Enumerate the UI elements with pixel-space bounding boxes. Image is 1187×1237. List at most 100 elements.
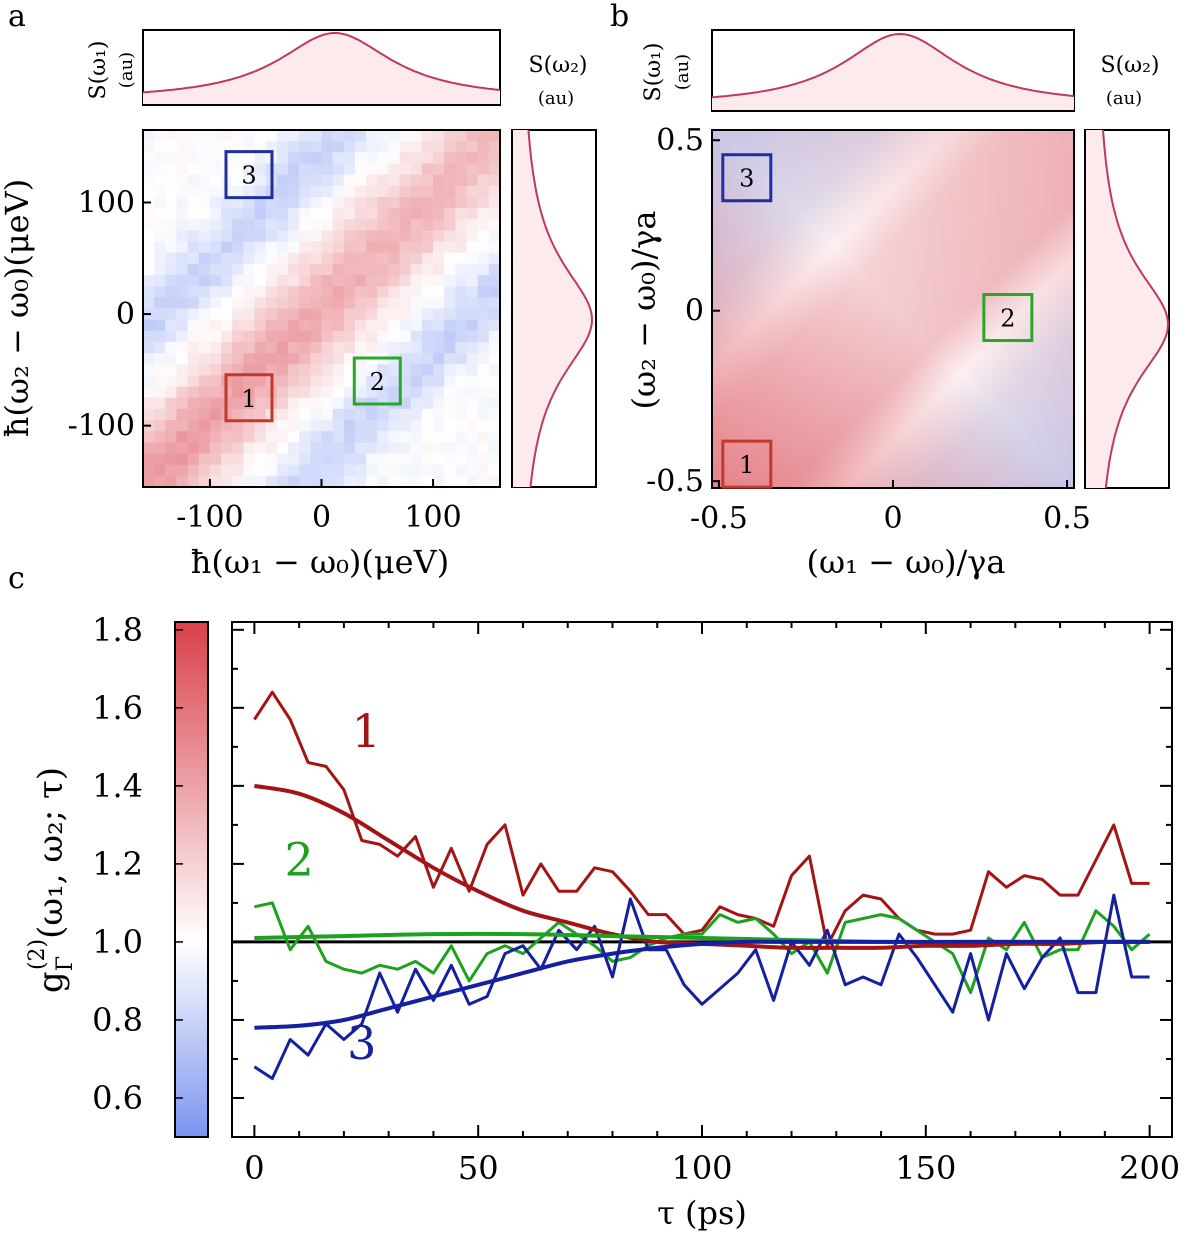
heatmap-cell — [455, 453, 468, 466]
heatmap-cell — [388, 241, 401, 254]
heatmap-cell — [466, 442, 479, 455]
heatmap-cell — [399, 330, 412, 343]
heatmap-cell — [444, 408, 456, 421]
heatmap-cell — [198, 353, 211, 365]
heatmap-cell — [254, 174, 267, 187]
heatmap-cell — [299, 241, 311, 254]
heatmap-cell — [243, 297, 256, 310]
heatmap-cell — [399, 230, 412, 243]
heatmap-cell — [343, 364, 356, 377]
heatmap-cell — [332, 185, 345, 198]
heatmap-cell — [332, 230, 345, 243]
heatmap-cell — [232, 152, 245, 165]
heatmap-cell — [243, 252, 256, 265]
heatmap-cell — [444, 297, 456, 310]
heatmap-cell — [421, 219, 434, 232]
panel-c-xtick-label: 50 — [458, 1149, 499, 1187]
heatmap-cell — [332, 442, 345, 455]
heatmap-cell — [455, 286, 468, 298]
heatmap-cell — [254, 275, 267, 287]
heatmap-cell — [232, 386, 245, 399]
heatmap-cell — [198, 196, 211, 209]
heatmap-cell — [421, 464, 434, 477]
heatmap-cell — [232, 341, 245, 354]
heatmap-cell — [332, 241, 345, 254]
heatmap-cell — [154, 208, 166, 220]
heatmap-cell — [143, 230, 155, 243]
heatmap-cell — [433, 208, 445, 220]
heatmap-cell — [243, 353, 256, 365]
heatmap-cell — [366, 386, 378, 399]
panel-c-xtick-label: 0 — [244, 1149, 264, 1187]
heatmap-cell — [310, 475, 323, 488]
heatmap-cell — [221, 341, 233, 354]
heatmap-cell — [243, 341, 256, 354]
heatmap-cell — [343, 308, 356, 321]
heatmap-cell — [433, 330, 445, 343]
heatmap-cell — [209, 185, 222, 198]
heatmap-cell — [198, 375, 211, 388]
panel-b-top-spectrum-label: S(ω₁) — [641, 43, 666, 102]
heatmap-cell — [366, 453, 378, 466]
heatmap-cell — [276, 241, 289, 254]
heatmap-cell — [321, 130, 334, 142]
heatmap-cell — [276, 130, 289, 142]
heatmap-cell — [388, 330, 401, 343]
heatmap-cell — [276, 174, 289, 187]
heatmap-cell — [399, 308, 412, 321]
heatmap-cell — [276, 263, 289, 276]
heatmap-cell — [433, 475, 445, 488]
heatmap-cell — [165, 330, 178, 343]
heatmap-cell — [176, 397, 189, 410]
heatmap-cell — [276, 152, 289, 165]
heatmap-cell — [321, 263, 334, 276]
colorbar — [174, 621, 209, 1138]
heatmap-cell — [276, 475, 289, 488]
heatmap-cell — [310, 442, 323, 455]
heatmap-cell — [388, 275, 401, 287]
heatmap-cell — [243, 330, 256, 343]
heatmap-cell — [477, 196, 490, 209]
heatmap-cell — [299, 408, 311, 421]
heatmap-cell — [288, 185, 300, 198]
heatmap-cell — [477, 174, 490, 187]
heatmap-cell — [232, 408, 245, 421]
panel-b-region-box — [721, 439, 773, 489]
heatmap-cell — [455, 275, 468, 287]
heatmap-cell — [321, 241, 334, 254]
heatmap-cell — [399, 341, 412, 354]
heatmap-cell — [410, 475, 423, 488]
heatmap-cell — [477, 397, 490, 410]
heatmap-cell — [488, 174, 501, 187]
heatmap-cell — [421, 375, 434, 388]
heatmap-cell — [176, 219, 189, 232]
heatmap-cell — [143, 185, 155, 198]
heatmap-cell — [299, 208, 311, 220]
heatmap-cell — [221, 219, 233, 232]
heatmap-cell — [310, 397, 323, 410]
heatmap-cell — [444, 208, 456, 220]
heatmap-cell — [377, 185, 390, 198]
heatmap-cell — [154, 475, 166, 488]
heatmap-cell — [209, 386, 222, 399]
heatmap-cell — [143, 275, 155, 287]
heatmap-cell — [332, 364, 345, 377]
heatmap-cell — [321, 364, 334, 377]
heatmap-cell — [321, 152, 334, 165]
heatmap-cell — [466, 319, 479, 332]
heatmap-cell — [276, 230, 289, 243]
heatmap-cell — [176, 364, 189, 377]
heatmap-cell — [477, 453, 490, 466]
heatmap-cell — [332, 163, 345, 176]
heatmap-cell — [466, 341, 479, 354]
heatmap-cell — [455, 241, 468, 254]
heatmap-cell — [388, 219, 401, 232]
heatmap-cell — [377, 364, 390, 377]
heatmap-cell — [310, 286, 323, 298]
heatmap-cell — [444, 163, 456, 176]
heatmap-cell — [354, 241, 367, 254]
heatmap-cell — [421, 319, 434, 332]
heatmap-cell — [410, 152, 423, 165]
heatmap-cell — [143, 408, 155, 421]
panel-a-ytick-label: -100 — [68, 409, 135, 444]
